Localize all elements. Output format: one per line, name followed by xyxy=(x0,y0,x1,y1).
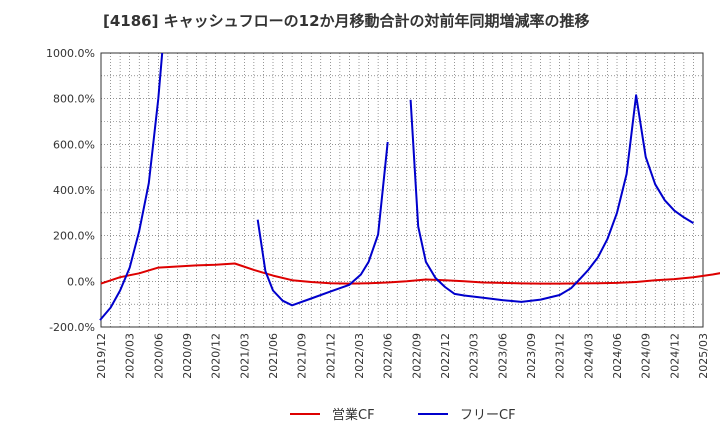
x-tick-label: 2024/12 xyxy=(668,333,681,379)
series-line-operating-cf xyxy=(100,262,720,285)
x-tick-label: 2019/12 xyxy=(95,333,108,379)
series-line-free-cf xyxy=(99,52,164,321)
y-tick-label: 600.0% xyxy=(53,138,95,151)
x-tick-label: 2022/09 xyxy=(410,333,423,379)
y-tick-label: 200.0% xyxy=(53,230,95,243)
series-line-free-cf xyxy=(256,141,389,307)
x-tick-label: 2021/06 xyxy=(267,333,280,379)
chart-title: [4186] キャッシュフローの12か月移動合計の対前年同期増減率の推移 xyxy=(103,12,590,30)
x-tick-label: 2020/06 xyxy=(152,333,165,379)
y-axis-ticks: -200.0% 0.0% 200.0% 400.0% 600.0% 800.0% 1000.… xyxy=(46,47,95,334)
x-tick-label: 2023/12 xyxy=(554,333,567,379)
series-lines xyxy=(99,52,720,321)
x-tick-label: 2024/06 xyxy=(611,333,624,379)
y-tick-label: 400.0% xyxy=(53,184,95,197)
legend-label: フリーCF xyxy=(460,408,516,423)
x-axis-ticks: 2019/12 2020/03 2020/06 2020/09 2020/12 2021/… xyxy=(95,333,710,379)
x-tick-label: 2023/09 xyxy=(525,333,538,379)
y-tick-label: 800.0% xyxy=(53,93,95,106)
grid xyxy=(101,53,703,327)
y-tick-label: 1000.0% xyxy=(46,47,95,60)
plot-frame xyxy=(100,52,704,328)
legend: 営業CF フリーCF xyxy=(290,407,516,423)
x-tick-label: 2020/09 xyxy=(181,333,194,379)
x-tick-label: 2021/03 xyxy=(238,333,251,379)
x-tick-label: 2024/09 xyxy=(640,333,653,379)
legend-label: 営業CF xyxy=(332,407,375,423)
x-tick-label: 2021/12 xyxy=(324,333,337,379)
x-tick-label: 2023/03 xyxy=(468,333,481,379)
x-tick-label: 2025/03 xyxy=(697,333,710,379)
x-tick-label: 2022/12 xyxy=(439,333,452,379)
y-tick-label: -200.0% xyxy=(49,321,95,334)
x-tick-label: 2022/03 xyxy=(353,333,366,379)
x-tick-label: 2023/06 xyxy=(496,333,509,379)
x-tick-label: 2024/03 xyxy=(582,333,595,379)
x-tick-label: 2022/06 xyxy=(382,333,395,379)
x-tick-label: 2021/09 xyxy=(296,333,309,379)
y-tick-label: 0.0% xyxy=(67,275,95,288)
x-tick-label: 2020/12 xyxy=(210,333,223,379)
series-line-free-cf xyxy=(409,94,694,303)
x-tick-label: 2020/03 xyxy=(124,333,137,379)
